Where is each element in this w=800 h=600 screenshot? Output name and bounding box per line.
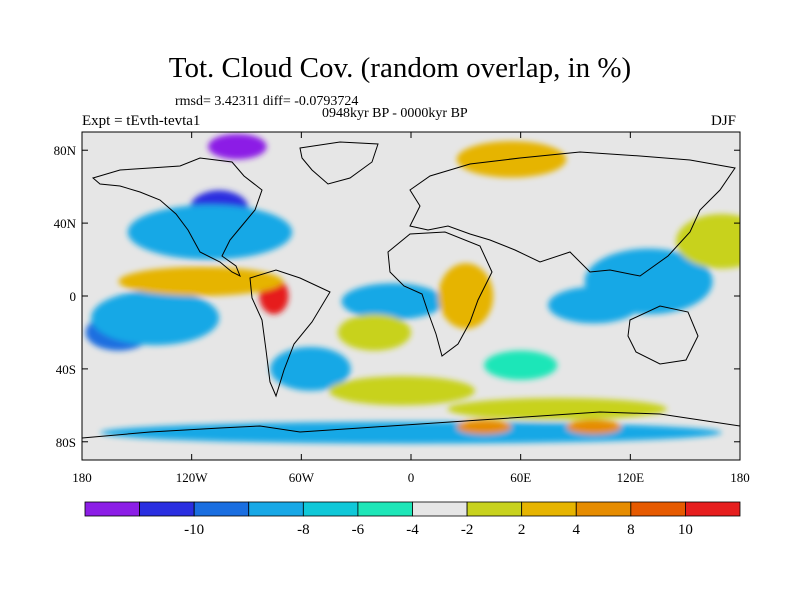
lon-tick-label: 60W: [289, 470, 315, 485]
greenland-coastline: [299, 141, 379, 185]
anomaly-region: [548, 286, 640, 324]
period-text: 0948kyr BP - 0000kyr BP: [322, 106, 468, 121]
colorbar-label: -10: [184, 522, 204, 538]
eurasia-coastline: [409, 151, 736, 277]
lon-tick-label: 0: [408, 470, 415, 485]
colorbar-label: 2: [518, 522, 526, 538]
stats-text: rmsd= 3.42311 diff= -0.0793724: [175, 94, 359, 109]
colorbar-label: 8: [627, 522, 635, 538]
antarctica-coastline: [82, 411, 740, 439]
coastlines: [82, 141, 740, 439]
australia-coastline: [627, 305, 699, 365]
season-label: DJF: [711, 113, 737, 129]
anomaly-region: [456, 419, 512, 435]
anomaly-region: [328, 376, 475, 406]
colorbar-swatch: [685, 501, 741, 517]
colorbar-label: 10: [678, 522, 693, 538]
anomaly-region: [270, 347, 351, 391]
colorbar-label: -2: [461, 522, 474, 538]
lat-tick-label: 40N: [54, 216, 77, 231]
anomaly-region: [447, 398, 667, 420]
colorbar-label: -4: [406, 522, 419, 538]
lon-tick-label: 180: [730, 470, 750, 485]
north-america-coastline: [91, 157, 263, 278]
colorbar-swatch: [466, 501, 523, 517]
lat-tick-label: 40S: [56, 362, 76, 377]
anomaly-region: [484, 350, 558, 380]
lon-tick-label: 180: [72, 470, 92, 485]
colorbar-swatch: [412, 501, 468, 517]
colorbar-swatch: [521, 501, 577, 517]
colorbar-swatch: [248, 501, 304, 517]
colorbar-swatch: [193, 501, 250, 517]
experiment-label: Expt = tEvth-tevta1: [82, 113, 201, 129]
anomaly-field: [85, 133, 740, 444]
colorbar-swatch: [84, 501, 140, 517]
lat-tick-label: 0: [70, 289, 77, 304]
colorbar: -10 -8 -6 -4 -2 2 4 8 10: [84, 501, 741, 538]
colorbar-label: -6: [352, 522, 365, 538]
lon-tick-label: 60E: [510, 470, 531, 485]
colorbar-label: -8: [297, 522, 310, 538]
lon-tick-label: 120E: [617, 470, 645, 485]
anomaly-region: [208, 133, 267, 160]
colorbar-label: 4: [573, 522, 581, 538]
colorbar-swatch: [302, 501, 359, 517]
colorbar-swatch: [139, 501, 195, 517]
anomaly-region: [566, 419, 622, 435]
latitude-axis: 80N 40N 0 40S 80S: [54, 143, 740, 450]
colorbar-swatch: [630, 501, 686, 517]
africa-coastline: [387, 231, 493, 357]
anomaly-region: [100, 421, 722, 444]
longitude-axis: 180 120W 60W 0 60E 120E 180: [72, 132, 750, 485]
lat-tick-label: 80N: [54, 143, 77, 158]
anomaly-region: [676, 214, 740, 269]
colorbar-swatch: [357, 501, 413, 517]
anomaly-region: [337, 314, 412, 351]
anomaly-region: [438, 263, 494, 329]
plot-title: Tot. Cloud Cov. (random overlap, in %): [168, 52, 632, 84]
anomaly-region: [91, 290, 220, 346]
south-america-coastline: [249, 269, 331, 398]
anomaly-region: [127, 204, 293, 260]
anomaly-region: [118, 266, 284, 296]
lon-tick-label: 120W: [176, 470, 209, 485]
lat-tick-label: 80S: [56, 435, 76, 450]
colorbar-swatch: [575, 501, 632, 517]
